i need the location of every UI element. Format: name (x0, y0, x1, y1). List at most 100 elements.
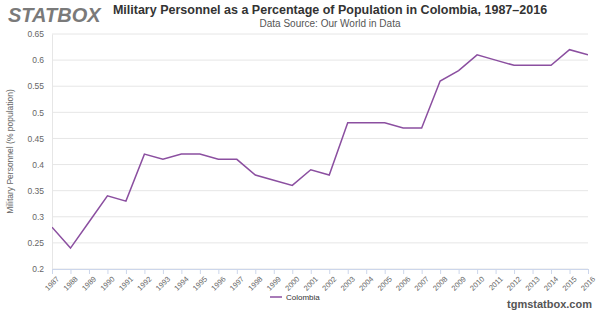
y-tick: 0.35 (27, 186, 52, 196)
subtitle: Data Source: Our World in Data (260, 18, 401, 29)
x-tick-label: 1995 (191, 274, 209, 292)
y-tick-label: 0.5 (32, 108, 44, 118)
y-tick: 0.2 (32, 264, 52, 274)
x-tick: 1997 (228, 269, 246, 293)
title: Military Personnel as a Percentage of Po… (113, 3, 547, 17)
logo: STATBOX (8, 4, 102, 26)
x-tick: 1999 (265, 269, 283, 293)
x-tick-label: 1987 (43, 274, 61, 292)
x-tick: 2008 (431, 269, 449, 293)
x-tick-mark (70, 269, 71, 274)
x-tick-mark (292, 269, 293, 274)
grid-line (52, 164, 588, 165)
x-tick-label: 1993 (154, 274, 172, 292)
x-tick: 1998 (246, 269, 264, 293)
x-tick-mark (366, 269, 367, 274)
x-tick-mark (311, 269, 312, 274)
y-tick-label: 0.3 (32, 212, 44, 222)
x-tick-label: 2014 (542, 274, 560, 292)
x-tick-label: 2007 (413, 274, 431, 292)
y-tick: 0.6 (32, 55, 52, 65)
x-tick: 2009 (450, 269, 468, 293)
x-tick-mark (255, 269, 256, 274)
x-tick: 2013 (524, 269, 542, 293)
x-tick-mark (163, 269, 164, 274)
x-tick-mark (126, 269, 127, 274)
y-axis-title: Military Personnel (% population) (5, 89, 15, 214)
grid-line (52, 242, 588, 243)
x-tick-label: 2003 (339, 274, 357, 292)
y-tick: 0.3 (32, 212, 52, 222)
x-tick-label: 2009 (450, 274, 468, 292)
x-tick-mark (514, 269, 515, 274)
y-axis: 0.2 0.25 0.3 0.35 0.4 0.45 0.5 0.55 0.6 0.65 (27, 29, 52, 274)
grid-line (52, 216, 588, 217)
legend-label: Colombia (286, 293, 320, 302)
x-tick-mark (403, 269, 404, 274)
y-tick-label: 0.65 (27, 29, 44, 39)
x-tick-mark (422, 269, 423, 274)
y-tick: 0.65 (27, 29, 52, 39)
x-tick-label: 2002 (320, 274, 338, 292)
x-tick-label: 2001 (302, 274, 320, 292)
grid-line (52, 112, 588, 113)
x-tick-label: 2013 (524, 274, 542, 292)
x-tick: 1994 (172, 269, 190, 293)
x-tick: 2001 (302, 269, 320, 293)
x-tick-label: 2000 (283, 274, 301, 292)
grid-line (52, 86, 588, 87)
grid-line (52, 60, 588, 61)
x-tick-label: 1991 (117, 274, 135, 292)
legend: Colombia (270, 293, 320, 302)
grid-line (52, 34, 588, 35)
x-tick-mark (200, 269, 201, 274)
footer: tgmstatbox.com (507, 298, 592, 310)
x-tick-mark (144, 269, 145, 274)
x-tick-label: 2016 (579, 274, 597, 292)
x-tick: 1995 (191, 269, 209, 293)
x-tick-mark (107, 269, 108, 274)
y-tick-label: 0.55 (27, 81, 44, 91)
y-tick: 0.45 (27, 134, 52, 144)
x-tick: 2007 (413, 269, 431, 293)
legend-swatch (270, 296, 282, 298)
x-tick-label: 1989 (80, 274, 98, 292)
x-tick-label: 2004 (357, 274, 375, 292)
x-tick: 1991 (117, 269, 135, 293)
y-tick-label: 0.4 (32, 160, 44, 170)
x-tick: 1996 (209, 269, 227, 293)
x-tick-mark (329, 269, 330, 274)
x-axis: 1987198819891990199119921993199419951996… (43, 269, 597, 293)
y-tick-label: 0.25 (27, 238, 44, 248)
series-line (52, 50, 588, 248)
x-tick-label: 2012 (505, 274, 523, 292)
legend-item: Colombia (270, 293, 320, 302)
x-tick: 2010 (468, 269, 486, 293)
x-tick: 2005 (376, 269, 394, 293)
y-tick-label: 0.45 (27, 134, 44, 144)
x-tick: 2011 (487, 269, 505, 292)
x-axis-line (53, 270, 589, 275)
x-tick-label: 1996 (209, 274, 227, 292)
x-tick-mark (440, 269, 441, 274)
x-tick-mark (181, 269, 182, 274)
x-tick: 1988 (61, 269, 79, 293)
x-tick: 2004 (357, 269, 375, 293)
x-tick-label: 1990 (98, 274, 116, 292)
x-tick-label: 1994 (172, 274, 190, 292)
x-tick: 2000 (283, 269, 301, 293)
y-tick-label: 0.6 (32, 55, 44, 65)
x-tick-mark (274, 269, 275, 274)
x-tick-label: 2006 (394, 274, 412, 292)
x-tick-label: 2011 (487, 274, 505, 292)
x-tick: 1993 (154, 269, 172, 293)
x-tick-mark (533, 269, 534, 274)
y-tick: 0.25 (27, 238, 52, 248)
x-tick-label: 1999 (265, 274, 283, 292)
grid (52, 34, 588, 269)
y-tick-label: 0.35 (27, 186, 44, 196)
x-tick-mark (52, 269, 53, 274)
x-tick: 2006 (394, 269, 412, 293)
x-tick-label: 2010 (468, 274, 486, 292)
x-tick-label: 1988 (61, 274, 79, 292)
